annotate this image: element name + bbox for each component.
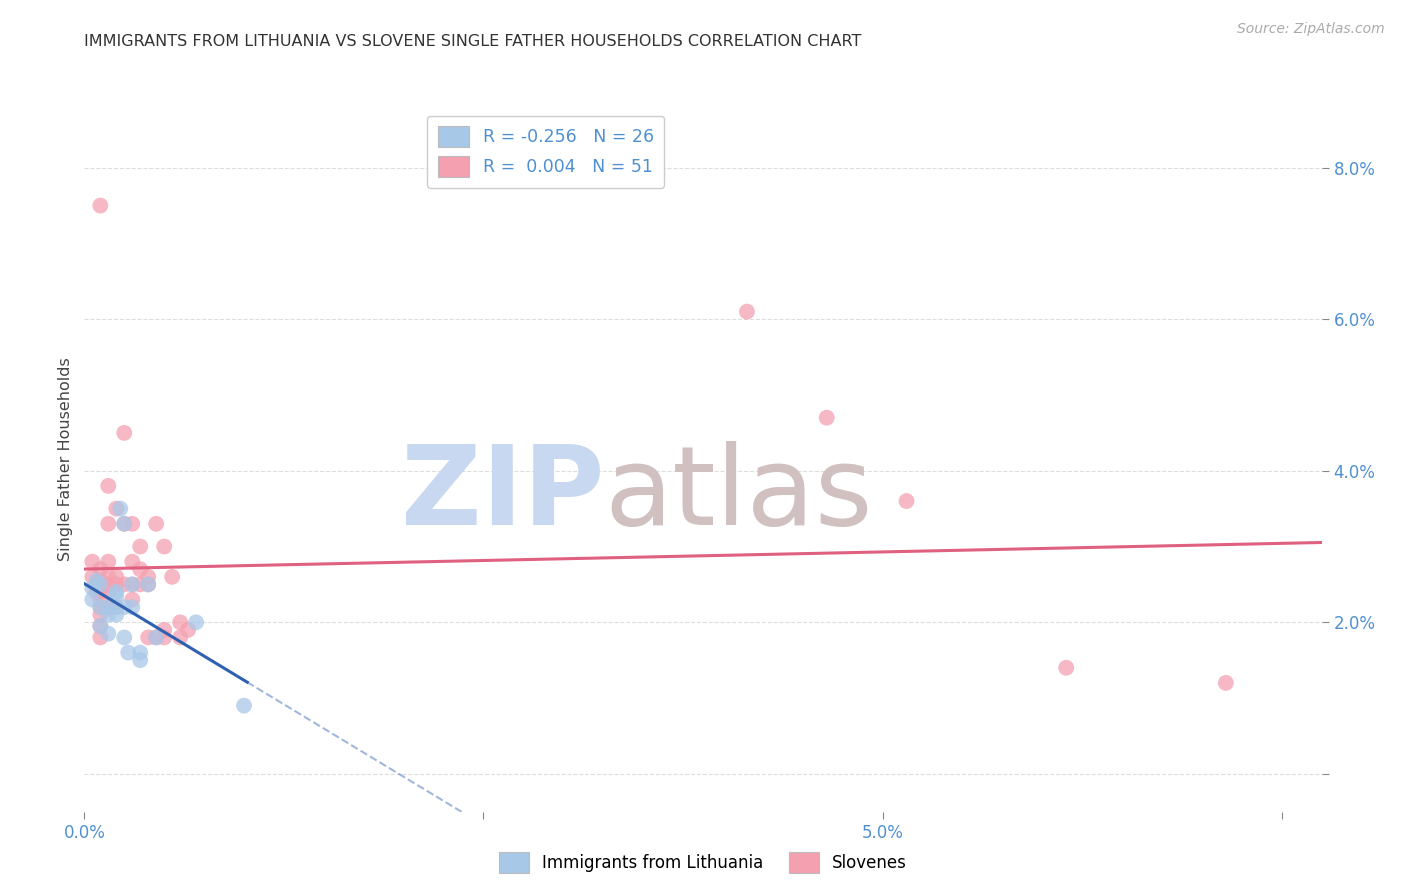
Point [112, 425, 135, 440]
Point [896, 494, 918, 508]
Point [86, 574, 108, 588]
Point [86, 577, 108, 591]
Point [97, 600, 120, 615]
Point [97, 577, 120, 591]
Point [129, 540, 152, 554]
Point [160, 570, 183, 584]
Point [117, 646, 139, 660]
Point [97, 607, 120, 622]
Point [153, 540, 176, 554]
Point [89, 577, 111, 591]
Point [89, 600, 111, 615]
Point [177, 623, 200, 637]
Point [89, 607, 111, 622]
Point [82, 581, 104, 595]
Point [112, 577, 135, 591]
Point [105, 577, 128, 591]
Point [97, 516, 120, 531]
Point [121, 577, 143, 591]
Legend: R = -0.256   N = 26, R =  0.004   N = 51: R = -0.256 N = 26, R = 0.004 N = 51 [427, 116, 664, 187]
Point [112, 631, 135, 645]
Legend: Immigrants from Lithuania, Slovenes: Immigrants from Lithuania, Slovenes [492, 846, 914, 880]
Point [86, 585, 108, 599]
Point [136, 577, 159, 591]
Point [97, 585, 120, 599]
Point [136, 631, 159, 645]
Point [169, 631, 191, 645]
Point [110, 501, 132, 516]
Point [82, 570, 104, 584]
Point [145, 516, 167, 531]
Point [121, 592, 143, 607]
Point [89, 619, 111, 633]
Point [97, 479, 120, 493]
Point [233, 698, 256, 713]
Point [105, 600, 128, 615]
Point [145, 631, 167, 645]
Point [82, 555, 104, 569]
Point [169, 615, 191, 630]
Point [89, 585, 111, 599]
Point [112, 600, 135, 615]
Point [82, 592, 104, 607]
Point [136, 577, 159, 591]
Point [153, 623, 176, 637]
Point [97, 570, 120, 584]
Point [121, 516, 143, 531]
Point [1215, 676, 1237, 690]
Point [105, 607, 128, 622]
Point [89, 562, 111, 576]
Text: Source: ZipAtlas.com: Source: ZipAtlas.com [1237, 22, 1385, 37]
Point [815, 410, 838, 425]
Point [735, 304, 758, 318]
Point [105, 570, 128, 584]
Point [105, 501, 128, 516]
Point [184, 615, 207, 630]
Point [145, 631, 167, 645]
Point [105, 585, 128, 599]
Point [97, 555, 120, 569]
Point [1054, 661, 1077, 675]
Y-axis label: Single Father Households: Single Father Households [58, 358, 73, 561]
Point [89, 198, 111, 212]
Point [89, 574, 111, 588]
Text: atlas: atlas [605, 442, 873, 548]
Point [129, 562, 152, 576]
Text: IMMIGRANTS FROM LITHUANIA VS SLOVENE SINGLE FATHER HOUSEHOLDS CORRELATION CHART: IMMIGRANTS FROM LITHUANIA VS SLOVENE SIN… [84, 34, 862, 49]
Point [129, 646, 152, 660]
Point [121, 577, 143, 591]
Point [97, 600, 120, 615]
Point [136, 570, 159, 584]
Point [121, 600, 143, 615]
Point [97, 626, 120, 640]
Point [129, 653, 152, 667]
Text: ZIP: ZIP [401, 442, 605, 548]
Point [112, 516, 135, 531]
Point [153, 631, 176, 645]
Point [89, 631, 111, 645]
Point [112, 516, 135, 531]
Point [105, 589, 128, 603]
Point [121, 555, 143, 569]
Point [129, 577, 152, 591]
Point [105, 600, 128, 615]
Point [89, 600, 111, 615]
Point [89, 619, 111, 633]
Point [89, 592, 111, 607]
